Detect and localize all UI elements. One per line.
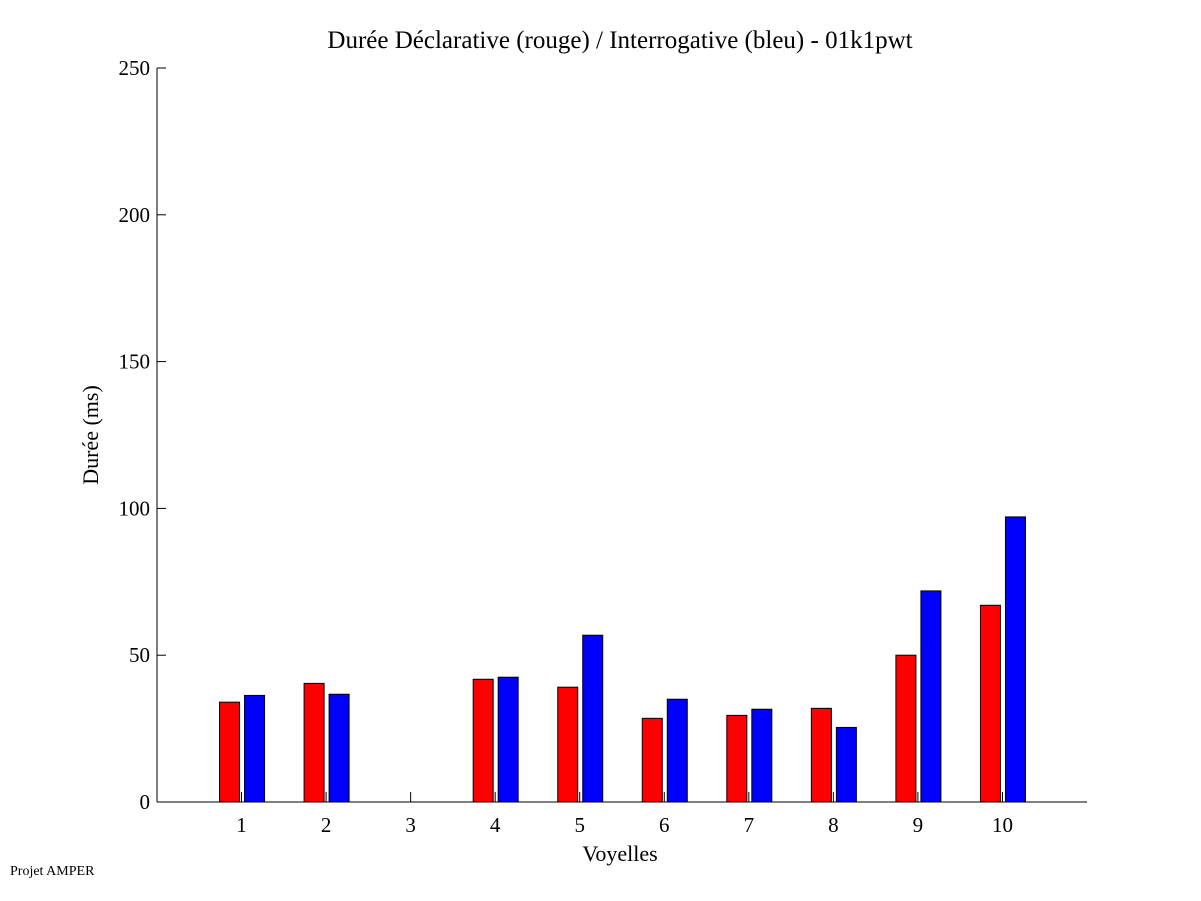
x-tick-label: 5 bbox=[574, 813, 585, 837]
y-tick-label: 200 bbox=[119, 203, 151, 227]
bar-interrogative bbox=[244, 694, 266, 803]
x-tick-label: 1 bbox=[236, 813, 247, 837]
bar-declarative bbox=[472, 678, 494, 803]
x-tick-label: 7 bbox=[744, 813, 755, 837]
y-tick-label: 50 bbox=[129, 643, 150, 667]
bar-interrogative bbox=[497, 676, 519, 803]
y-tick-label: 250 bbox=[119, 56, 151, 80]
bar-declarative bbox=[979, 604, 1001, 803]
footer-credit: Projet AMPER bbox=[10, 864, 95, 879]
x-tick-label: 2 bbox=[321, 813, 332, 837]
x-tick-label: 10 bbox=[992, 813, 1013, 837]
bar-interrogative bbox=[751, 708, 773, 803]
axes: 0 50 100 150 200 250 1 2 3 4 5 6 7 8 9 10 bbox=[119, 56, 1087, 837]
chart-title: Durée Déclarative (rouge) / Interrogativ… bbox=[327, 27, 912, 54]
bar-interrogative bbox=[328, 693, 350, 803]
bar-declarative bbox=[895, 654, 917, 803]
bar-interrogative bbox=[582, 634, 604, 803]
y-tick-label: 100 bbox=[119, 496, 151, 520]
x-tick-label: 4 bbox=[490, 813, 501, 837]
bar-interrogative bbox=[666, 698, 688, 803]
x-tick-label: 9 bbox=[913, 813, 924, 837]
bar-declarative bbox=[641, 717, 663, 803]
y-tick-label: 0 bbox=[140, 790, 151, 814]
x-tick-label: 6 bbox=[659, 813, 670, 837]
bar-interrogative bbox=[835, 726, 857, 803]
bar-declarative bbox=[219, 701, 241, 803]
x-axis-label: Voyelles bbox=[582, 841, 657, 866]
bar-interrogative bbox=[920, 590, 942, 803]
y-tick-label: 150 bbox=[119, 350, 151, 374]
y-axis-label: Durée (ms) bbox=[78, 385, 103, 485]
bars bbox=[219, 516, 1026, 803]
bar-declarative bbox=[810, 707, 832, 803]
bar-interrogative bbox=[1004, 516, 1026, 803]
bar-declarative bbox=[557, 686, 579, 803]
x-tick-label: 3 bbox=[405, 813, 416, 837]
bar-declarative bbox=[726, 714, 748, 803]
x-tick-label: 8 bbox=[828, 813, 839, 837]
bar-declarative bbox=[303, 682, 325, 803]
